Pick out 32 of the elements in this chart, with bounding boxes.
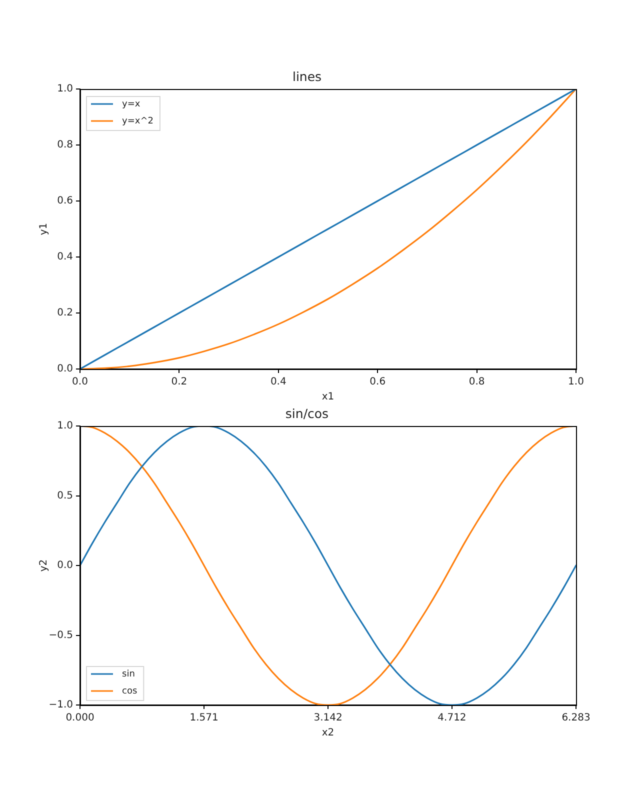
- y-tick-label: 0.4: [57, 252, 73, 263]
- y-tick-label: 0.2: [57, 308, 73, 319]
- x-tick-label: 6.283: [562, 712, 590, 724]
- chart-title: sin/cos: [285, 406, 329, 421]
- x-tick-label: 1.571: [190, 712, 218, 724]
- y-tick-label: 0.6: [57, 196, 73, 207]
- y-tick-label: 0.0: [57, 560, 73, 572]
- x-tick-label: 1.0: [568, 376, 584, 388]
- x-tick-label: 0.0: [72, 376, 88, 388]
- legend-label: cos: [122, 686, 138, 696]
- x-tick-label: 3.142: [314, 712, 342, 724]
- x-tick-label: 0.000: [66, 712, 94, 724]
- legend-label: y=x^2: [122, 116, 154, 126]
- y-tick-label: 1.0: [57, 420, 73, 432]
- y-tick-label: 1.0: [57, 84, 73, 95]
- x-tick-label: 0.6: [370, 376, 386, 388]
- y-tick-label: 0.0: [57, 364, 73, 375]
- x-axis-title: x2: [322, 728, 334, 739]
- x-tick-label: 0.8: [468, 376, 485, 388]
- x-tick-label: 0.2: [171, 376, 188, 388]
- x-tick-label: 0.4: [270, 376, 286, 388]
- x-axis-title: x1: [322, 392, 334, 403]
- y-tick-label: −1.0: [48, 700, 73, 711]
- y-tick-label: 0.5: [57, 490, 73, 502]
- y-axis-title: y1: [38, 222, 50, 236]
- y-axis-title: y2: [38, 559, 50, 572]
- y-tick-label: −0.5: [48, 630, 73, 641]
- y-tick-label: 0.8: [57, 140, 73, 151]
- legend-label: sin: [122, 669, 135, 680]
- legend-label: y=x: [122, 99, 141, 110]
- chart-title: lines: [292, 68, 322, 84]
- x-tick-label: 4.712: [438, 712, 466, 724]
